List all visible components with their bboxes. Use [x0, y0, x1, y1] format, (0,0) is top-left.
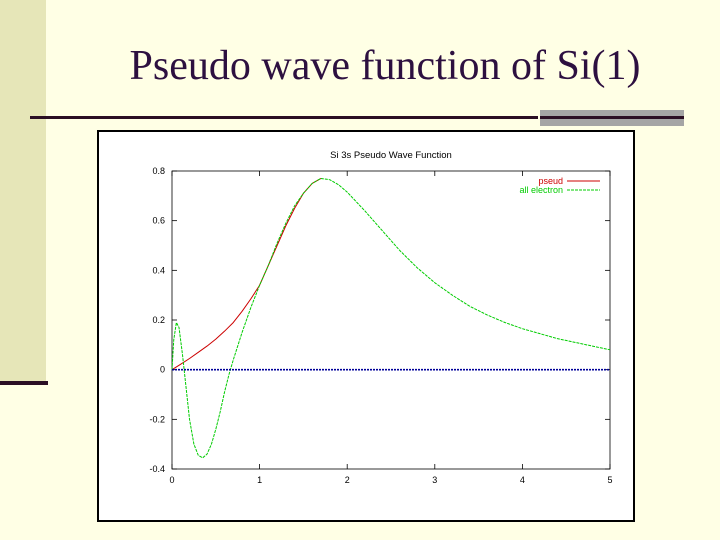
- x-tick-label: 5: [607, 475, 612, 485]
- chart-svg: 0 1 2 3 4 5 0.8 0.6 0.4 0.2 0 -0.2 -0.4 Si 3s Pseudo …: [149, 150, 612, 485]
- chart-frame: 0 1 2 3 4 5 0.8 0.6 0.4 0.2 0 -0.2 -0.4 Si 3s Pseudo …: [97, 130, 635, 522]
- x-tick-label: 3: [432, 475, 437, 485]
- y-tick-label: 0.2: [152, 315, 165, 325]
- y-tick-label: 0.6: [152, 216, 165, 226]
- slide-title: Pseudo wave function of Si(1): [129, 43, 641, 89]
- plot-area-border: [171, 170, 611, 470]
- y-tick-label: -0.2: [149, 414, 165, 424]
- series-pseud: [171, 178, 322, 371]
- title-underline: [30, 116, 538, 119]
- left-bar-accent: [0, 381, 48, 385]
- title-underline-right: [540, 116, 684, 119]
- series-all-electron: [171, 177, 611, 459]
- chart-title: Si 3s Pseudo Wave Function: [330, 150, 452, 161]
- x-tick-label: 4: [520, 475, 525, 485]
- y-tick-label: 0: [160, 365, 165, 375]
- left-decorative-bar: [0, 0, 46, 382]
- x-tick-label: 1: [257, 475, 262, 485]
- y-tick-label: -0.4: [149, 464, 165, 474]
- legend-label: pseud: [538, 176, 563, 186]
- y-tick-label: 0.4: [152, 265, 165, 275]
- legend-label: all electron: [519, 185, 563, 195]
- x-tick-label: 2: [345, 475, 350, 485]
- x-tick-label: 0: [169, 475, 174, 485]
- y-tick-label: 0.8: [152, 166, 165, 176]
